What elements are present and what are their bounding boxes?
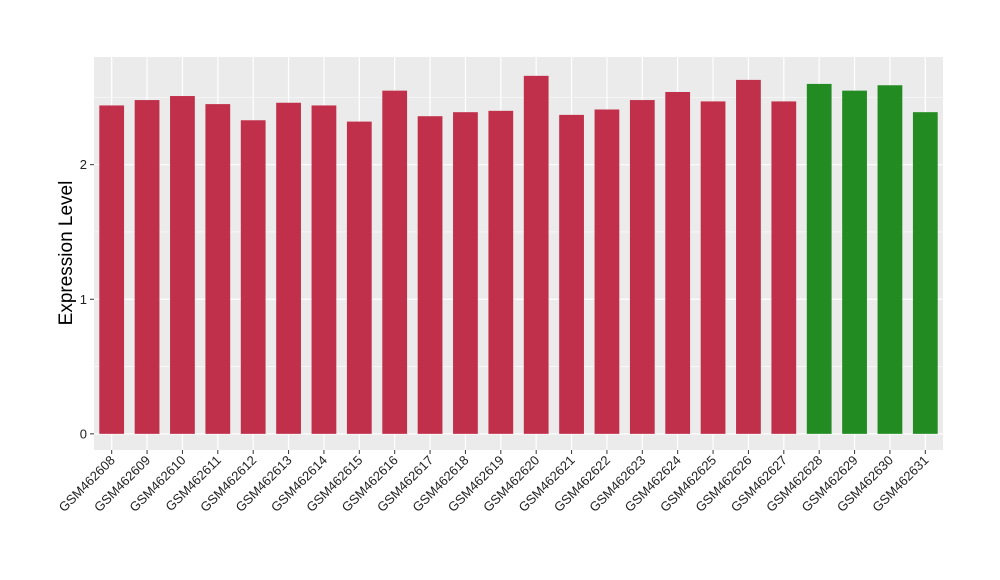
bar	[99, 105, 125, 434]
bar	[912, 112, 938, 434]
bar	[629, 100, 655, 434]
y-axis: 0 1 2	[80, 157, 94, 441]
x-axis: GSM462608GSM462609GSM462610GSM462611GSM4…	[56, 450, 931, 515]
bars	[99, 75, 938, 434]
y-tick-label: 2	[80, 157, 87, 172]
bar	[346, 121, 372, 434]
y-axis-title: Expression Level	[56, 181, 77, 326]
y-tick-label: 0	[80, 426, 87, 441]
bar	[877, 85, 903, 434]
bar	[453, 112, 478, 434]
bar	[665, 91, 691, 434]
bar	[205, 104, 231, 434]
plot-panel	[94, 57, 943, 450]
bar	[842, 90, 867, 434]
bar	[276, 102, 301, 434]
bar	[382, 90, 408, 434]
bar	[170, 96, 195, 434]
bar	[700, 101, 726, 434]
bar	[594, 109, 620, 434]
y-tick-label: 1	[80, 292, 87, 307]
grid-minor	[94, 97, 943, 367]
bar	[134, 100, 160, 434]
bar	[806, 83, 832, 434]
bar	[417, 116, 443, 434]
bar	[240, 120, 266, 434]
bar	[736, 79, 761, 434]
bar	[311, 105, 337, 434]
bar	[559, 114, 584, 434]
bar	[488, 110, 514, 434]
bar	[523, 75, 549, 434]
bar	[771, 101, 797, 434]
